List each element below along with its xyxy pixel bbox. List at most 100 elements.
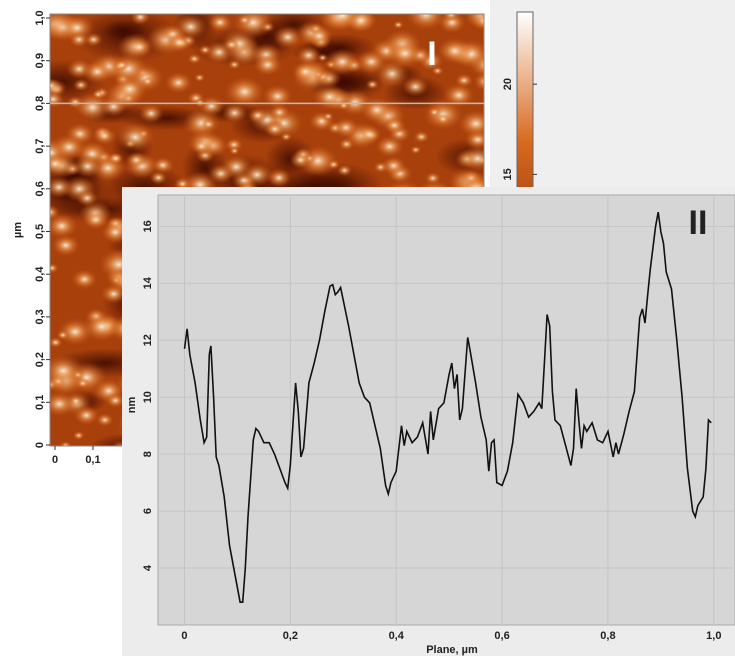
y-tick-label: 0,2 <box>34 352 46 367</box>
x-tick-label: 0,4 <box>389 630 405 642</box>
grain <box>111 75 149 104</box>
grain <box>91 89 105 100</box>
grain <box>402 76 429 97</box>
grain <box>50 336 63 349</box>
grain <box>72 154 103 178</box>
grain <box>81 59 113 84</box>
grain <box>108 152 124 165</box>
grain <box>327 159 341 170</box>
y-tick-label: 0,6 <box>34 181 46 196</box>
y-tick-label: 1,0 <box>34 10 46 25</box>
grain <box>114 59 130 71</box>
grain <box>221 102 248 123</box>
grain <box>356 124 382 145</box>
grain <box>473 72 484 91</box>
grain <box>272 25 303 49</box>
grain <box>431 66 444 76</box>
grain <box>413 130 430 144</box>
y-tick-label: 0,3 <box>34 309 46 324</box>
grain <box>263 120 286 138</box>
annotation: I <box>427 35 436 73</box>
y-tick-label: 0,7 <box>34 138 46 153</box>
grain <box>266 168 292 188</box>
grain <box>262 84 294 109</box>
y-axis-label: nm <box>126 397 138 414</box>
grain <box>201 118 217 131</box>
grain <box>208 163 234 184</box>
grain <box>253 53 283 77</box>
x-axis-label: Plane, µm <box>426 644 478 656</box>
grain <box>50 176 74 199</box>
plot-area <box>157 194 735 626</box>
grain <box>69 396 83 407</box>
grain <box>105 393 126 408</box>
grain <box>322 112 334 121</box>
grain <box>247 107 268 124</box>
grain <box>99 96 128 118</box>
grain <box>471 14 484 31</box>
grain <box>332 117 359 138</box>
colorbar-tick-label: 15 <box>502 168 514 180</box>
grain <box>435 113 451 125</box>
grain <box>382 116 406 135</box>
grain <box>50 213 78 239</box>
grain <box>50 263 59 274</box>
grain <box>338 138 355 151</box>
x-tick-label: 0,1 <box>85 454 100 466</box>
grain <box>149 170 168 185</box>
grain <box>460 145 484 172</box>
grain <box>305 25 333 47</box>
grain <box>457 109 484 138</box>
colorbar-tick-label: 20 <box>502 78 514 90</box>
grain <box>295 45 322 66</box>
grain <box>241 163 273 187</box>
grain <box>405 14 447 31</box>
grain <box>96 413 114 427</box>
grain <box>198 44 212 56</box>
y-tick-label: 0,9 <box>34 53 46 68</box>
grain <box>130 14 151 25</box>
y-tick-label: 0,4 <box>34 266 46 282</box>
grain <box>92 126 117 145</box>
y-tick-label: 6 <box>142 508 154 514</box>
grain <box>73 78 89 92</box>
grain <box>228 59 241 70</box>
grain <box>392 20 404 29</box>
grain <box>127 37 152 57</box>
grain <box>115 122 155 153</box>
grain <box>365 79 380 90</box>
grain <box>325 48 360 76</box>
y-axis-label: µm <box>12 222 24 238</box>
grain <box>166 32 193 53</box>
grain <box>67 96 84 109</box>
grain <box>268 104 291 121</box>
grain <box>223 38 240 52</box>
grain <box>76 189 99 207</box>
y-tick-label: 0,1 <box>34 395 46 410</box>
grain <box>442 14 460 22</box>
grain <box>427 107 442 118</box>
grain <box>437 37 472 65</box>
grain <box>125 151 147 169</box>
grain <box>194 73 206 82</box>
grain <box>51 133 87 161</box>
grain <box>455 73 474 88</box>
y-tick-label: 10 <box>142 391 154 403</box>
grain <box>84 32 103 47</box>
annotation: II <box>689 204 708 242</box>
grain <box>424 172 441 185</box>
grain <box>380 156 407 176</box>
grain <box>72 92 113 123</box>
grain <box>224 76 265 108</box>
y-tick-label: 14 <box>142 276 154 289</box>
y-tick-label: 0 <box>34 442 46 448</box>
grain <box>337 100 350 110</box>
grain <box>151 156 174 174</box>
y-tick-label: 0,8 <box>34 96 46 111</box>
grain <box>73 405 100 426</box>
grain <box>164 71 193 94</box>
x-tick-label: 0,8 <box>600 630 615 642</box>
grain <box>50 391 76 417</box>
grain <box>229 146 240 155</box>
grain <box>386 39 424 68</box>
